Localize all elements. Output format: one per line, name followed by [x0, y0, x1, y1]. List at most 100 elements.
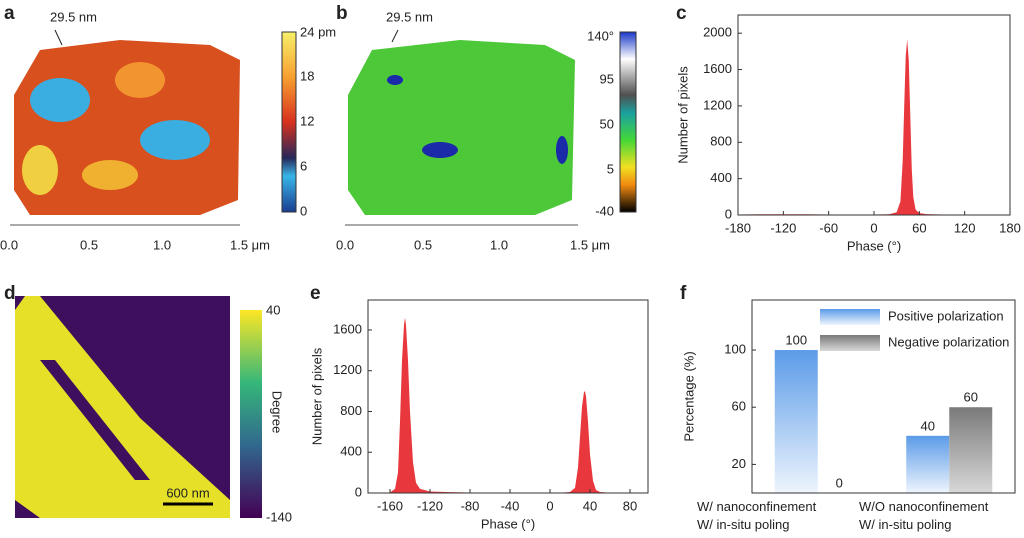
- panel-letter: a: [4, 3, 15, 24]
- domain: [422, 142, 458, 158]
- x-axis-label: Phase (°): [481, 516, 535, 531]
- y-tick-label: 60: [732, 399, 746, 414]
- plot-frame: [367, 299, 649, 494]
- colorbar-label: 0: [300, 203, 307, 218]
- bar: [949, 407, 993, 493]
- y-tick-label: 800: [340, 403, 362, 418]
- colorbar-label: 24 pm: [300, 24, 336, 39]
- domain: [82, 160, 138, 190]
- panel-letter: c: [676, 3, 687, 24]
- y-tick-label: 100: [724, 341, 746, 356]
- x-axis-label: Phase (°): [847, 238, 901, 253]
- x-tick-label: -120: [417, 498, 443, 513]
- histogram-area: [368, 317, 648, 493]
- y-tick-label: 20: [732, 456, 746, 471]
- y-axis-label: Number of pixels: [675, 66, 690, 164]
- histogram-area: [738, 39, 1010, 215]
- x-tick-label: 180: [999, 220, 1021, 235]
- x-tick-label: -60: [819, 220, 838, 235]
- y-axis-label: Number of pixels: [309, 347, 324, 445]
- domain: [15, 296, 230, 518]
- y-tick-label: 400: [710, 170, 732, 185]
- colorbar-label: 140°: [587, 28, 614, 43]
- colorbar-label: 12: [300, 113, 314, 128]
- x-tick-label: -180: [725, 220, 751, 235]
- colorbar: [240, 310, 262, 518]
- category-line: W/ nanoconfinement: [697, 499, 817, 514]
- colorbar-label: -140: [266, 509, 292, 524]
- x-tick-label: 0: [870, 220, 877, 235]
- bar: [774, 350, 818, 493]
- x-tick-label: 0.0: [336, 237, 354, 252]
- domain: [387, 75, 403, 85]
- colorbar-label: -40: [595, 203, 614, 218]
- colorbar-label: 95: [600, 71, 614, 86]
- x-tick-label: 60: [912, 220, 926, 235]
- pointer: [54, 29, 63, 46]
- x-tick-label: 1.0: [153, 237, 171, 252]
- colorbar-label: 6: [300, 158, 307, 173]
- x-tick-label: -80: [461, 498, 480, 513]
- afm-surface: [348, 40, 575, 215]
- x-tick-label: 80: [623, 498, 637, 513]
- annotation: 29.5 nm: [386, 9, 433, 24]
- y-tick-label: 1200: [703, 97, 732, 112]
- x-tick-label: 0.0: [0, 237, 18, 252]
- y-tick-label: 0: [355, 484, 362, 499]
- domain: [30, 78, 90, 122]
- x-tick-label: 1.5 μm: [230, 237, 270, 252]
- plot-frame: [737, 14, 1011, 216]
- value-label: 0: [836, 475, 843, 490]
- plot-frame: [751, 299, 1016, 494]
- y-tick-label: 2000: [703, 25, 732, 40]
- x-tick-label: 1.5 μm: [570, 237, 610, 252]
- y-tick-label: 1600: [703, 61, 732, 76]
- x-tick-label: -40: [501, 498, 520, 513]
- colorbar: [619, 31, 637, 213]
- legend-label: Positive polarization: [888, 308, 1004, 323]
- x-tick-label: -160: [377, 498, 403, 513]
- category-label: W/ nanoconfinement W/ in-situ poling: [697, 499, 817, 532]
- category-line: W/ in-situ poling: [859, 517, 951, 532]
- y-tick-label: 800: [710, 134, 732, 149]
- y-tick-label: 0: [725, 206, 732, 221]
- y-axis-label: Percentage (%): [681, 351, 696, 441]
- category-line: W/ in-situ poling: [697, 517, 789, 532]
- scale-bar-label: 600 nm: [166, 485, 209, 500]
- legend-swatch: [820, 309, 880, 325]
- panel-letter: e: [310, 283, 321, 304]
- colorbar-label: 40: [266, 302, 280, 317]
- annotation: 29.5 nm: [50, 9, 97, 24]
- value-label: 100: [785, 332, 807, 347]
- x-tick-label: 1.0: [490, 237, 508, 252]
- x-tick-label: 40: [583, 498, 597, 513]
- colorbar-label: 5: [607, 161, 614, 176]
- pointer: [391, 29, 399, 43]
- colorbar-label: 50: [600, 116, 614, 131]
- legend-label: Negative polarization: [888, 334, 1009, 349]
- value-label: 40: [921, 418, 935, 433]
- panel-letter: d: [4, 283, 16, 304]
- x-tick-label: -120: [770, 220, 796, 235]
- panel-letter: f: [680, 283, 687, 304]
- bar: [906, 435, 950, 493]
- domain: [140, 120, 210, 160]
- y-tick-label: 400: [340, 444, 362, 459]
- y-tick-label: 1200: [333, 362, 362, 377]
- x-tick-label: 120: [954, 220, 976, 235]
- colorbar-title: Degree: [270, 391, 285, 434]
- domain: [115, 62, 165, 98]
- colorbar: [281, 31, 297, 213]
- x-tick-label: 0: [546, 498, 553, 513]
- value-label: 60: [964, 390, 978, 405]
- colorbar-label: 18: [300, 68, 314, 83]
- x-tick-label: 0.5: [80, 237, 98, 252]
- category-line: W/O nanoconfinement: [859, 499, 989, 514]
- legend-swatch: [820, 335, 880, 351]
- x-tick-label: 0.5: [414, 237, 432, 252]
- category-label: W/O nanoconfinement W/ in-situ poling: [859, 499, 989, 532]
- panel-letter: b: [336, 3, 348, 24]
- domain: [556, 136, 568, 164]
